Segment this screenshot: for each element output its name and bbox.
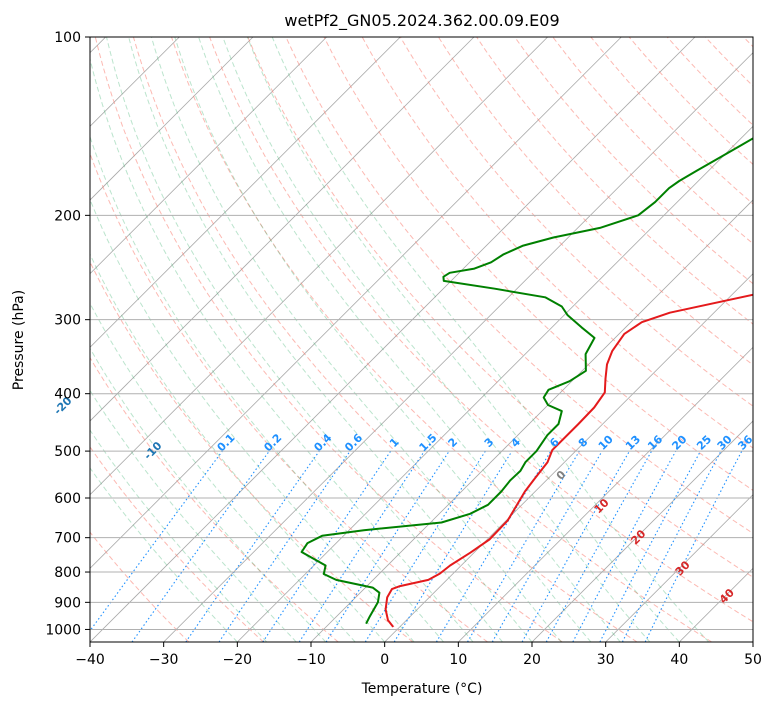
moist-adiabat-line xyxy=(174,37,592,642)
moist-adiabat-line xyxy=(150,37,562,642)
y-axis-label: Pressure (hPa) xyxy=(11,290,27,390)
dewpoint-line xyxy=(300,137,753,625)
isotherm-line xyxy=(90,37,696,642)
y-tick-label: 700 xyxy=(54,531,81,547)
mixing-ratio-line xyxy=(572,450,677,642)
isotherm-line xyxy=(90,37,254,201)
dry-adiabat-line xyxy=(94,37,563,642)
dry-adiabat-line xyxy=(132,37,638,642)
x-tick-label: 0 xyxy=(380,652,389,668)
dry-adiabat-line xyxy=(90,356,339,642)
moist-adiabat-line xyxy=(90,253,386,642)
y-tick-label: 800 xyxy=(54,565,81,581)
x-axis-label: Temperature (°C) xyxy=(361,681,483,697)
isotherm-line xyxy=(90,37,475,422)
dry-adiabat-line xyxy=(171,37,712,642)
mixing-ratio-line xyxy=(90,450,223,632)
x-tick-label: 10 xyxy=(449,652,467,668)
moist-adiabat-line xyxy=(271,37,710,642)
dry-adiabat-line xyxy=(209,37,753,623)
y-tick-label: 600 xyxy=(54,491,81,507)
isotherm-line xyxy=(531,420,753,642)
dry-adiabat-line xyxy=(285,37,753,534)
mixing-ratio-line xyxy=(467,450,580,642)
y-tick-label: 400 xyxy=(54,387,81,403)
y-tick-label: 1000 xyxy=(45,622,81,638)
x-tick-label: 30 xyxy=(597,652,615,668)
moist-adiabat-line xyxy=(90,56,474,642)
mixing-ratio-line xyxy=(545,450,653,642)
mixing-ratio-line xyxy=(325,450,450,642)
y-tick-label: 900 xyxy=(54,595,81,611)
isotherm-line xyxy=(752,641,753,642)
moist-adiabat-line xyxy=(106,37,503,642)
dry-adiabat-line xyxy=(90,531,190,642)
mixing-ratio-line xyxy=(218,450,351,642)
dry-adiabat-line xyxy=(361,37,753,449)
plot-frame xyxy=(89,36,754,643)
temperature-line xyxy=(384,293,753,628)
moist-adiabat-line xyxy=(90,347,327,642)
dry-adiabat-line xyxy=(323,37,753,491)
moist-adiabat-line xyxy=(90,302,356,642)
isotherm-line xyxy=(90,37,548,496)
dry-adiabat-line xyxy=(552,37,753,245)
x-tick-label: −20 xyxy=(223,652,253,668)
moist-adiabat-line xyxy=(90,389,297,642)
isotherm-line xyxy=(605,494,753,642)
isotherm-line xyxy=(90,37,327,275)
chart-title: wetPf2_GN05.2024.362.00.09.E09 xyxy=(284,11,559,31)
isotherm-line xyxy=(163,52,753,642)
moist-adiabat-line xyxy=(90,198,415,642)
dry-adiabat-line xyxy=(247,37,753,578)
dry-adiabat-line xyxy=(476,37,753,325)
x-tick-label: −30 xyxy=(149,652,179,668)
x-tick-label: −10 xyxy=(296,652,326,668)
x-tick-label: 20 xyxy=(523,652,541,668)
mixing-ratio-line xyxy=(521,450,630,642)
mixing-ratio-line xyxy=(491,450,603,642)
moist-adiabat-line xyxy=(90,467,238,642)
y-tick-label: 500 xyxy=(54,444,81,460)
dry-adiabat-line xyxy=(399,37,753,407)
dry-adiabat-line xyxy=(590,37,753,205)
y-tick-label: 300 xyxy=(54,313,81,329)
dry-adiabat-line xyxy=(90,260,414,642)
x-tick-label: 50 xyxy=(744,652,762,668)
x-tick-label: 40 xyxy=(670,652,688,668)
mixing-ratio-line xyxy=(131,450,270,642)
mixing-ratio-line xyxy=(185,450,320,642)
dry-adiabat-line xyxy=(437,37,753,366)
isotherm-line xyxy=(90,37,622,569)
moist-adiabat-line xyxy=(128,37,533,642)
y-tick-label: 100 xyxy=(54,30,81,46)
mixing-ratio-line xyxy=(393,450,513,642)
isotherm-line xyxy=(458,346,753,642)
isotherm-line xyxy=(237,125,753,642)
x-tick-label: −40 xyxy=(75,652,105,668)
isotherm-line xyxy=(90,37,401,348)
moist-adiabat-line xyxy=(90,429,268,642)
y-tick-label: 200 xyxy=(54,208,81,224)
plot-background xyxy=(90,37,753,642)
